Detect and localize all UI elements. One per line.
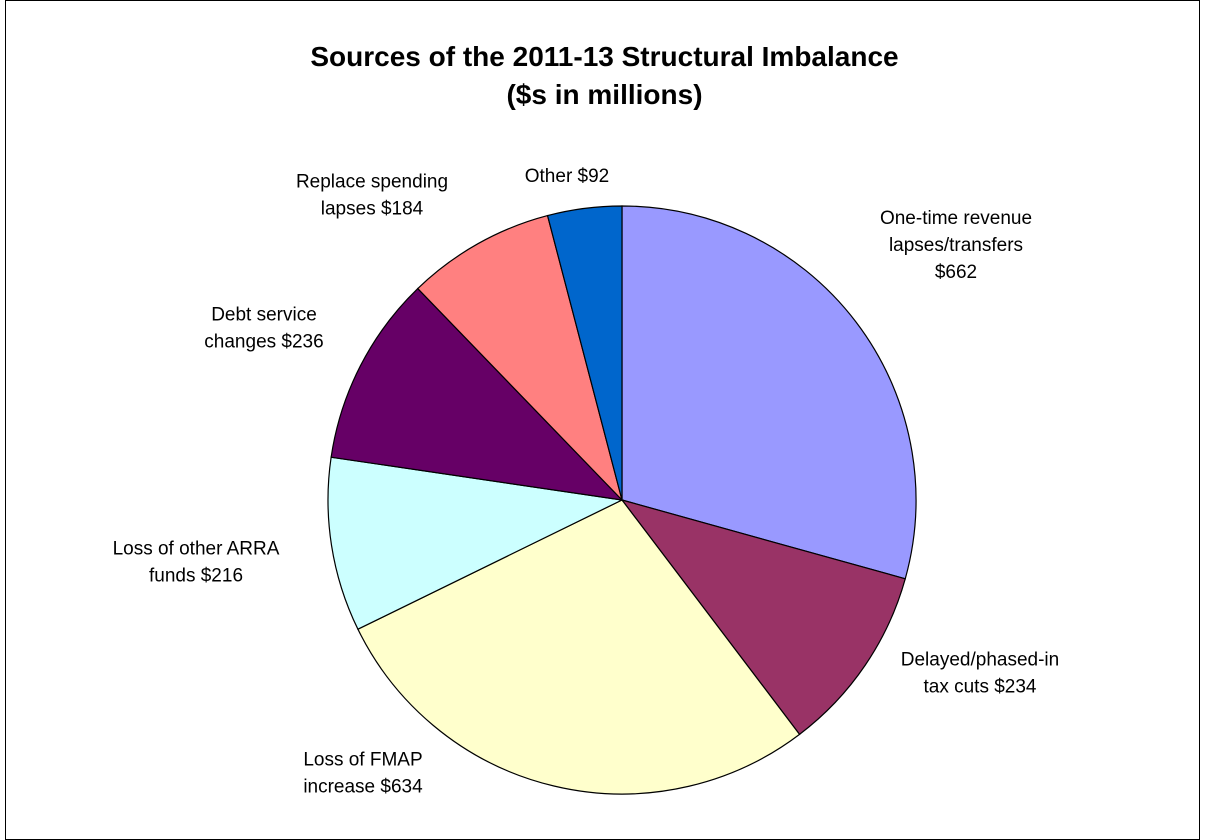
pie-slice-2 [357, 499, 801, 795]
pie-slice-5 [416, 214, 624, 503]
pie-labels: One-time revenue lapses/transfers $662 Dela… [113, 166, 1060, 798]
chart-title: Sources of the 2011-13 Structural Imbala… [310, 41, 899, 72]
pie-slice-label-0: One-time revenue lapses/transfers $662 [880, 208, 1032, 283]
pie-slice-label-line: Loss of FMAP [303, 750, 422, 771]
pie-slice-label-line: One-time revenue [880, 208, 1032, 229]
pie-slices [327, 205, 917, 795]
pie-slice-label-line: funds $216 [149, 566, 243, 587]
pie-slice-label-3: Loss of other ARRA funds $216 [113, 539, 280, 587]
pie-slice-0 [621, 205, 917, 580]
pie-slice-label-line: Delayed/phased-in [901, 650, 1059, 671]
chart-subtitle: ($s in millions) [506, 79, 703, 110]
pie-slice-label-line: lapses $184 [321, 199, 424, 220]
pie-slice-label-line: lapses/transfers [889, 235, 1023, 256]
pie-slice-label-6: Other $92 [525, 166, 610, 187]
pie-slice-label-line: Replace spending [296, 172, 448, 193]
pie-slice-label-5: Replace spending lapses $184 [296, 172, 448, 220]
pie-slice-label-1: Delayed/phased-in tax cuts $234 [901, 650, 1059, 698]
pie-slice-label-line: tax cuts $234 [923, 677, 1036, 698]
pie-slice-3 [327, 456, 625, 630]
pie-slice-label-line: changes $236 [204, 332, 323, 353]
pie-slice-label-line: Loss of other ARRA [113, 539, 280, 560]
chart-title-block: Sources of the 2011-13 Structural Imbala… [0, 38, 1209, 114]
pie-slice-4 [330, 287, 624, 501]
pie-slice-1 [620, 498, 906, 736]
pie-slice-6 [546, 205, 623, 501]
pie-slice-label-line: Debt service [211, 305, 317, 326]
pie-slice-label-line: $662 [935, 262, 977, 283]
pie-slice-label-line: increase $634 [303, 777, 423, 798]
pie-slice-label-2: Loss of FMAP increase $634 [303, 750, 423, 798]
pie-slice-label-line: Other $92 [525, 166, 610, 187]
pie-slice-label-4: Debt service changes $236 [204, 305, 323, 353]
